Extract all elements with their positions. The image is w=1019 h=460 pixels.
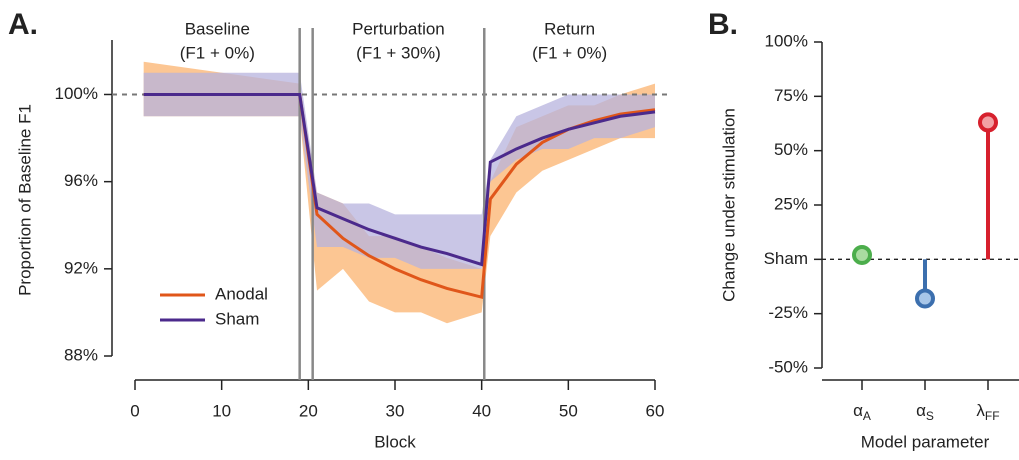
error-band [143,72,655,269]
y-tick-label: 96% [64,171,98,190]
phase-condition: (F1 + 30%) [356,43,441,62]
x-tick-label: αA [853,401,871,423]
x-tick-label: 20 [299,401,318,420]
x-tick-label: 30 [386,401,405,420]
phase-condition: (F1 + 0%) [532,43,607,62]
phase-name: Return [544,19,595,38]
y-tick-label: 25% [774,194,808,213]
y-tick-label: 92% [64,258,98,277]
phase-name: Baseline [185,19,250,38]
x-tick-label: αS [916,401,934,423]
lollipop-head [852,244,872,265]
y-tick-label: 100% [55,84,98,103]
y-axis-label: Change under stimulation [719,108,738,302]
y-tick-label: Sham [764,249,808,268]
y-tick-label: 88% [64,345,98,364]
x-tick-label: λFF [976,401,999,423]
x-axis-label: Model parameter [861,432,990,451]
phase-condition: (F1 + 0%) [180,43,255,62]
y-axis-label: Proportion of Baseline F1 [15,104,34,296]
line [143,92,656,267]
x-tick-label: 10 [212,401,231,420]
lollipop-head [978,112,998,133]
y-tick-label: -50% [768,357,808,376]
panel-label: A. [8,8,38,41]
x-axis-label: Block [374,432,416,451]
category-symbol: α [916,401,926,420]
category-symbol: α [853,401,863,420]
category-symbol: λ [976,401,985,420]
phase-name: Perturbation [352,19,445,38]
x-tick-label: 60 [646,401,665,420]
y-tick-label: 100% [765,31,808,50]
x-tick-label: 50 [559,401,578,420]
category-subscript: FF [985,409,1000,423]
legend-label: Sham [215,309,259,328]
x-tick-label: 0 [130,401,139,420]
lollipop-head [915,288,935,309]
y-tick-label: 75% [774,86,808,105]
y-tick-label: 50% [774,140,808,159]
y-tick-label: -25% [768,303,808,322]
legend-label: Anodal [215,284,268,303]
x-tick-label: 40 [472,401,491,420]
panel-label: B. [708,8,738,41]
category-subscript: A [863,409,871,423]
category-subscript: S [926,409,934,423]
